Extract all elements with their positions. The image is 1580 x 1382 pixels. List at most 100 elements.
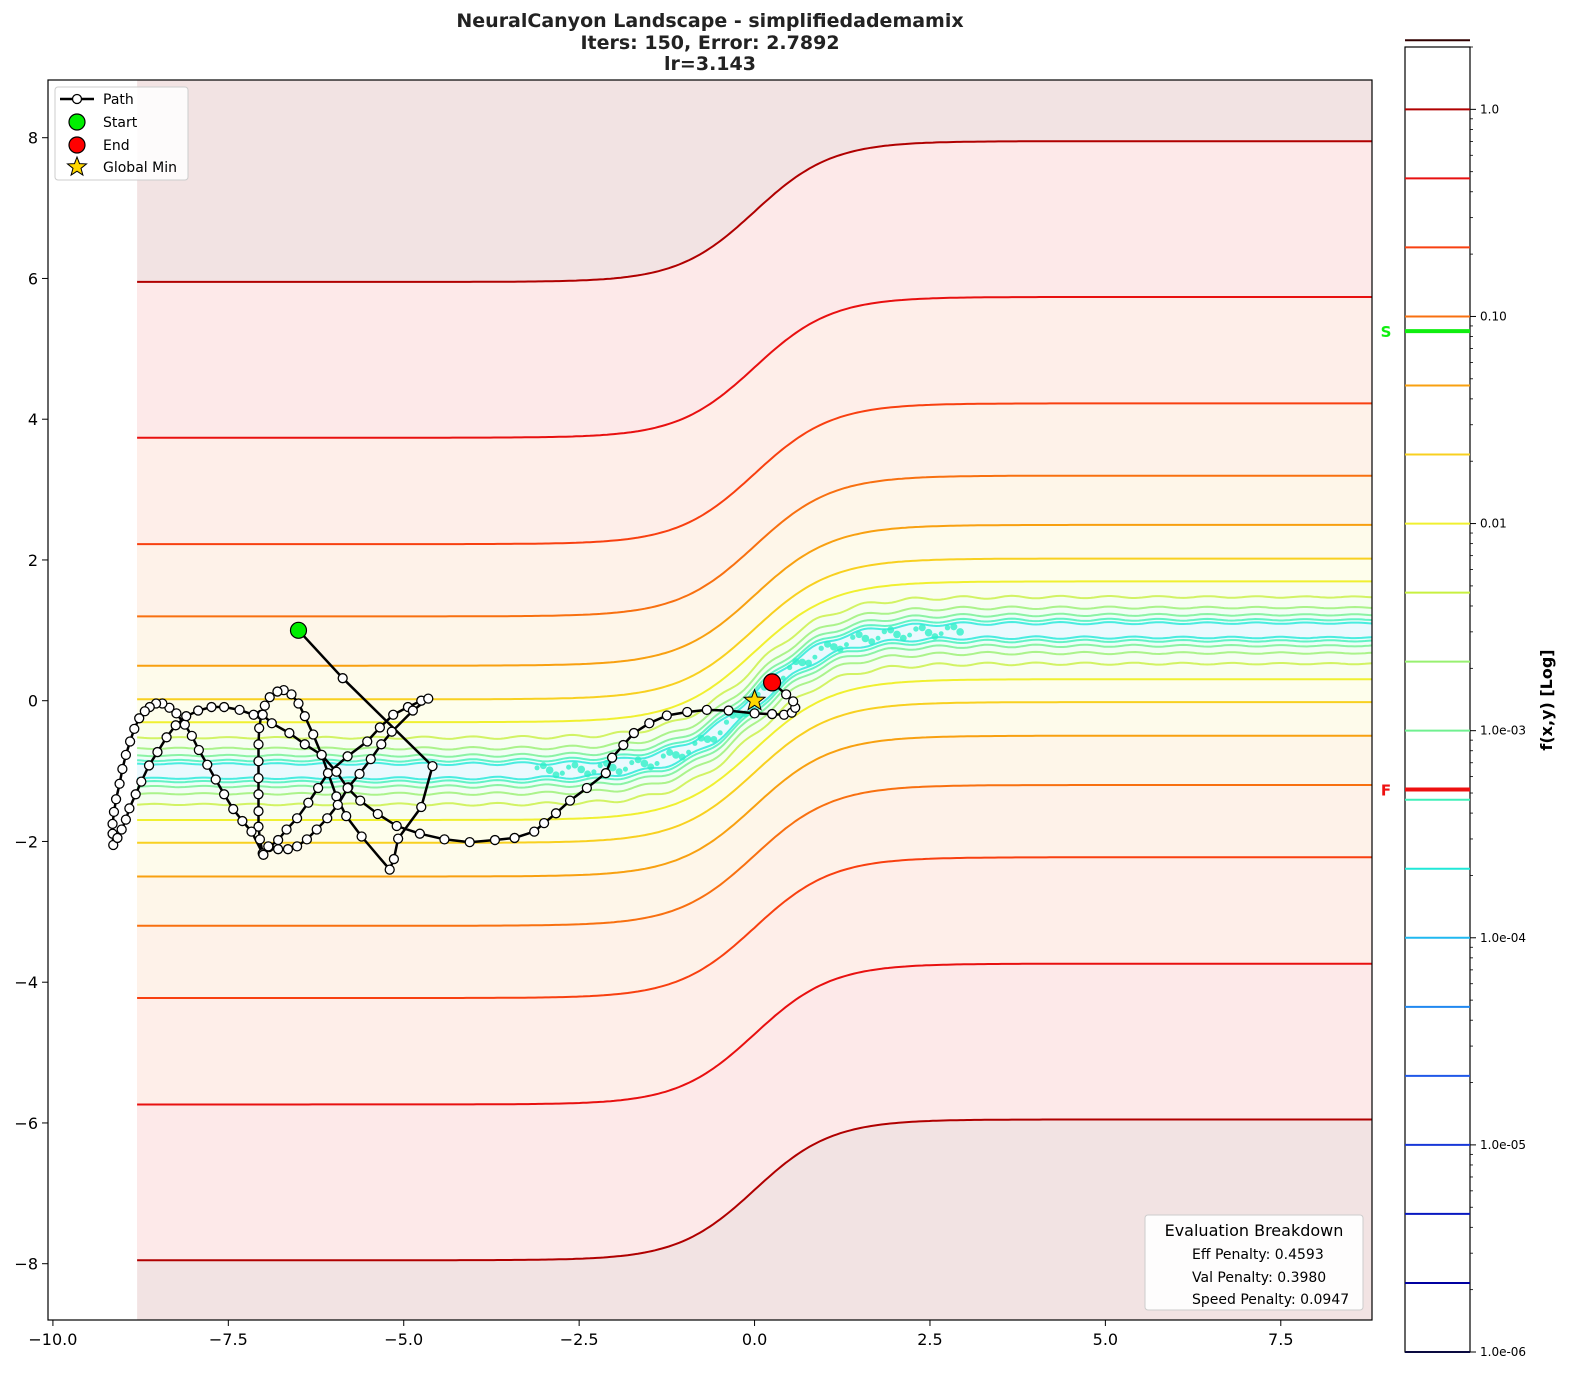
path-point <box>291 813 303 824</box>
path-point <box>193 705 204 716</box>
chart-title-line-1: NeuralCanyon Landscape - simplifiedadema… <box>456 10 963 32</box>
path-point <box>171 708 182 719</box>
path-point <box>780 689 792 700</box>
path-point <box>143 760 155 771</box>
y-tick-label: 2 <box>28 551 38 570</box>
valley-dot <box>566 764 572 770</box>
path-point <box>218 789 230 800</box>
path-point <box>392 833 404 844</box>
y-tick-label: 8 <box>28 129 38 148</box>
contour-line <box>137 296 1372 439</box>
path-point <box>293 698 304 709</box>
valley-dot <box>956 628 964 636</box>
path-point <box>254 834 266 845</box>
legend-entry-path: Path <box>60 92 134 108</box>
path-point <box>299 711 310 722</box>
valley-dot <box>559 770 565 776</box>
path-point <box>124 803 135 814</box>
valley-dot <box>805 659 812 667</box>
contour-line <box>137 635 1372 781</box>
path-point <box>661 710 672 721</box>
speed-penalty: Speed Penalty: 0.0947 <box>1192 1292 1349 1308</box>
contour-line <box>137 557 1372 701</box>
path-point <box>423 693 434 704</box>
path-point <box>388 853 400 865</box>
path-point <box>644 718 655 729</box>
x-tick-label: 7.5 <box>1268 1330 1293 1349</box>
y-tick-label: −2 <box>14 832 38 851</box>
y-tick-label: −4 <box>14 973 38 992</box>
path-point <box>529 826 540 837</box>
y-tick-label: −6 <box>14 1114 38 1133</box>
path-point <box>253 789 264 800</box>
path-point <box>787 696 799 707</box>
valley-dot <box>938 631 944 637</box>
valley-dot <box>584 770 592 778</box>
path-point <box>124 736 136 747</box>
colorbar-marker-label: F <box>1381 781 1391 799</box>
contour-line <box>137 402 1372 546</box>
contour-line <box>137 650 1372 796</box>
path-point <box>416 801 427 813</box>
path-point <box>253 756 264 767</box>
valley-dot <box>660 753 666 759</box>
path-point <box>766 708 778 720</box>
valley-dot <box>918 624 926 632</box>
path-point <box>206 701 217 713</box>
valley-dot <box>836 645 844 653</box>
valley-dot <box>907 632 913 638</box>
path-point <box>316 749 327 761</box>
path-point <box>308 729 319 740</box>
valley-dot <box>924 628 933 637</box>
valley-dot <box>539 762 547 770</box>
path-point <box>218 701 230 713</box>
path-point <box>257 709 268 720</box>
path-point <box>464 837 475 848</box>
colorbar-tick-label: 1.0e-05 <box>1480 1138 1526 1152</box>
path-point <box>341 810 352 822</box>
path-point <box>600 768 611 779</box>
legend-label-global-min: Global Min <box>103 160 177 176</box>
valley-dot <box>692 740 698 746</box>
path-point <box>116 824 127 835</box>
valley-dot <box>686 749 692 755</box>
path-point <box>509 832 520 844</box>
valley-dot <box>887 626 895 634</box>
colorbar-tick-label: 0.01 <box>1480 517 1507 531</box>
valley-dot <box>861 634 870 643</box>
valley-dot <box>881 628 888 635</box>
path-point <box>322 768 334 779</box>
valley-dot <box>552 771 560 779</box>
path-point <box>331 791 342 802</box>
path-point <box>253 806 264 817</box>
path-point <box>427 761 438 772</box>
path-point <box>134 713 145 724</box>
valley-dot <box>534 765 540 771</box>
path-point <box>228 803 239 815</box>
path-point <box>355 795 366 806</box>
path-point <box>272 844 284 855</box>
valley-dot <box>944 625 951 631</box>
path-point <box>322 813 333 824</box>
legend-entry-global-min: Global Min <box>66 155 177 177</box>
valley-dot <box>844 642 849 648</box>
chart-title-line-3: lr=3.143 <box>664 53 756 75</box>
valley-dot <box>899 634 907 642</box>
valley-dot <box>571 761 579 769</box>
path-point <box>372 808 383 820</box>
y-axis: −8 −6 −4 −2 0 2 4 6 8 <box>14 129 48 1274</box>
path-point <box>246 826 257 837</box>
path-point <box>301 834 313 845</box>
contour-line <box>137 661 1372 807</box>
y-tick-label: 6 <box>28 269 38 288</box>
path-point <box>342 782 353 794</box>
y-tick-label: 4 <box>28 410 38 429</box>
colorbar: 1.0e-061.0e-051.0e-041.0e-030.010.101.0 … <box>1381 39 1556 1359</box>
path-point <box>299 739 310 750</box>
valley-dot <box>545 766 554 774</box>
valley-dot <box>609 763 617 772</box>
path-point <box>253 739 264 750</box>
path-point <box>181 711 192 722</box>
contour-line <box>137 523 1372 667</box>
